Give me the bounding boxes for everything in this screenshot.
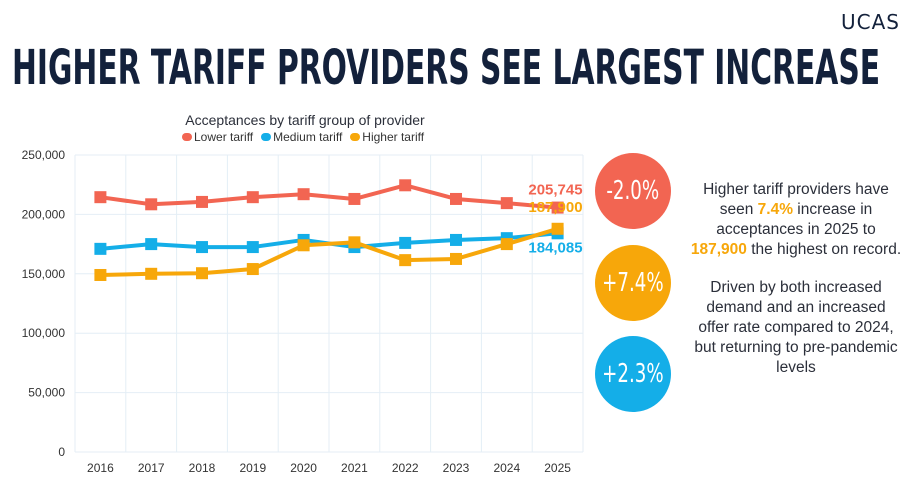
data-point-higher-tariff: [246, 263, 259, 276]
x-tick-label: 2019: [239, 461, 266, 475]
data-point-lower-tariff: [551, 201, 564, 214]
x-tick-label: 2017: [138, 461, 165, 475]
summary-paragraph-2: Driven by both increased demand and an i…: [694, 279, 898, 376]
bubble-medium-label: +2.3%: [602, 359, 664, 389]
y-tick-label: 200,000: [22, 207, 66, 221]
bubble-lower-change: -2.0%: [595, 153, 671, 229]
data-point-medium-tariff: [399, 236, 412, 249]
page-title: HIGHER TARIFF PROVIDERS SEE LARGEST INCR…: [12, 40, 881, 96]
legend-item-higher: Higher tariff: [350, 130, 424, 144]
series-line-lower-tariff: [100, 183, 558, 210]
data-point-lower-tariff: [399, 179, 412, 192]
y-tick-label: 100,000: [22, 326, 66, 340]
bubble-medium-change: +2.3%: [595, 336, 671, 412]
summary-text: Higher tariff providers have seen 7.4% i…: [690, 180, 902, 396]
x-tick-label: 2020: [290, 461, 317, 475]
chart-title: Acceptances by tariff group of provider: [185, 112, 425, 128]
data-point-lower-tariff: [246, 191, 259, 204]
data-point-higher-tariff: [196, 267, 208, 280]
end-data-label: 184,085: [528, 239, 582, 256]
data-point-higher-tariff: [348, 236, 361, 249]
chart-legend: Lower tariff Medium tariff Higher tariff: [182, 130, 424, 144]
end-data-label: 205,745: [528, 182, 582, 199]
series-line-higher-tariff: [100, 226, 559, 277]
data-point-higher-tariff: [500, 238, 513, 251]
legend-label-medium: Medium tariff: [273, 130, 343, 144]
highlight-percent: 7.4%: [757, 201, 793, 218]
data-point-medium-tariff: [196, 241, 208, 254]
y-tick-label: 0: [58, 445, 65, 459]
x-tick-label: 2022: [392, 461, 419, 475]
data-point-higher-tariff: [551, 222, 564, 235]
legend-item-medium: Medium tariff: [261, 130, 342, 144]
data-point-higher-tariff: [450, 252, 462, 265]
legend-item-lower: Lower tariff: [182, 130, 253, 144]
data-point-higher-tariff: [145, 267, 158, 280]
data-point-higher-tariff: [399, 254, 412, 267]
bubble-higher-change: +7.4%: [595, 245, 671, 321]
x-tick-label: 2024: [493, 461, 520, 475]
legend-swatch-higher: [350, 133, 361, 141]
legend-label-lower: Lower tariff: [194, 130, 254, 144]
y-tick-label: 250,000: [22, 148, 66, 162]
y-tick-label: 50,000: [28, 386, 65, 400]
x-tick-label: 2025: [544, 461, 571, 475]
summary-text-part: Higher tariff providers have seen: [703, 181, 889, 218]
data-point-medium-tariff: [450, 233, 462, 246]
data-point-lower-tariff: [94, 191, 107, 204]
y-tick-label: 150,000: [22, 267, 66, 281]
legend-label-higher: Higher tariff: [362, 130, 425, 144]
legend-swatch-medium: [261, 133, 272, 141]
x-tick-label: 2016: [87, 461, 114, 475]
x-tick-label: 2023: [443, 461, 470, 475]
data-point-lower-tariff: [500, 197, 513, 210]
summary-text-part: increase in acceptances in 2025 to: [716, 201, 876, 238]
data-point-lower-tariff: [196, 195, 208, 208]
data-point-higher-tariff: [297, 239, 310, 252]
x-tick-label: 2018: [189, 461, 216, 475]
end-data-label: 187,900: [528, 199, 582, 216]
summary-paragraph-1: Higher tariff providers have seen 7.4% i…: [690, 180, 902, 260]
data-point-medium-tariff: [145, 238, 158, 251]
data-point-medium-tariff: [246, 241, 259, 254]
bubble-higher-label: +7.4%: [602, 268, 664, 298]
data-point-lower-tariff: [297, 188, 310, 201]
data-point-lower-tariff: [145, 198, 158, 211]
bubble-lower-label: -2.0%: [606, 176, 660, 206]
highlight-value: 187,900: [690, 241, 747, 258]
ucas-logo: UCAS: [841, 10, 900, 34]
summary-text-part: the highest on record.: [746, 241, 902, 258]
data-point-lower-tariff: [450, 192, 462, 205]
data-point-medium-tariff: [94, 242, 107, 255]
data-point-higher-tariff: [94, 268, 107, 281]
x-tick-label: 2021: [341, 461, 368, 475]
legend-swatch-lower: [182, 133, 192, 141]
data-point-lower-tariff: [348, 192, 361, 205]
